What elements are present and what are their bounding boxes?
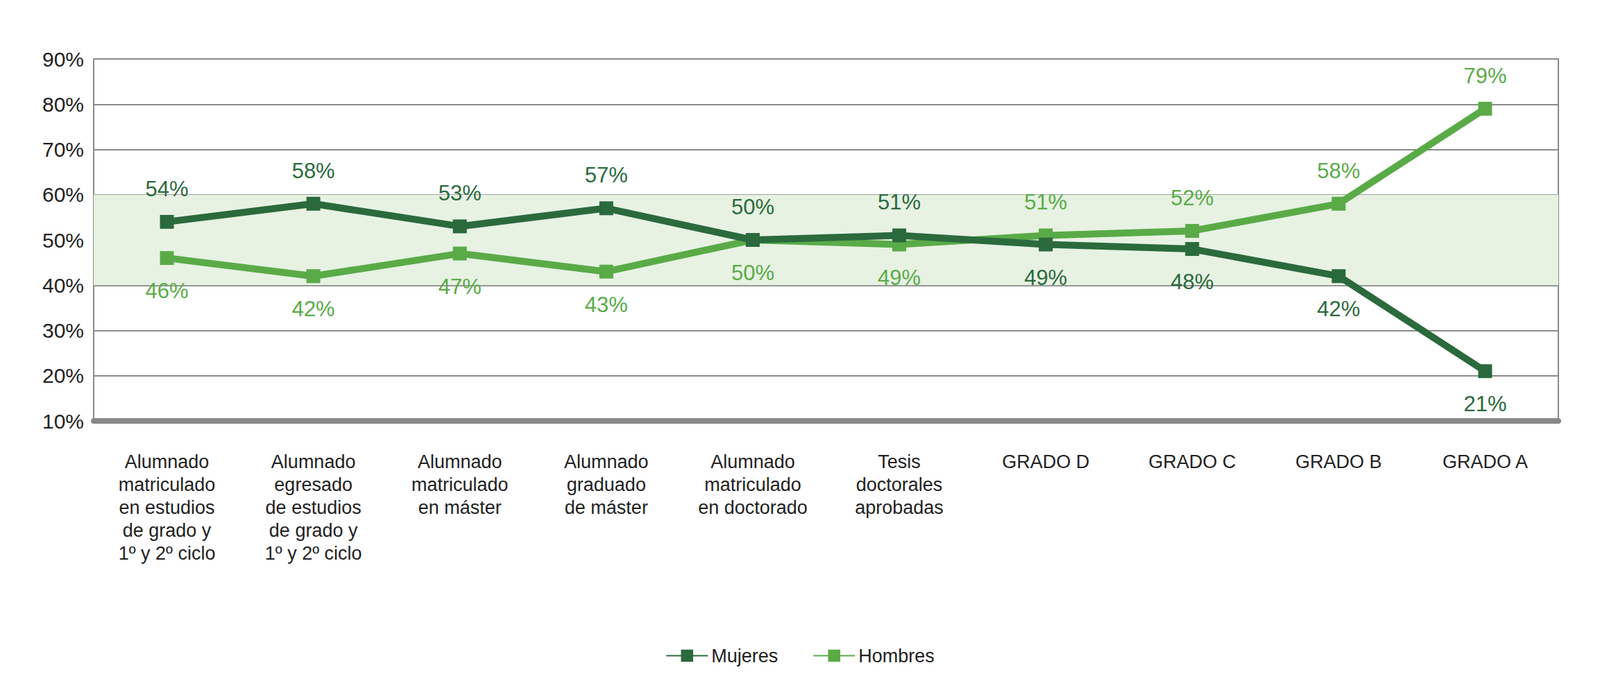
- svg-text:GRADO A: GRADO A: [1442, 451, 1528, 473]
- svg-text:40%: 40%: [42, 274, 84, 297]
- svg-text:46%: 46%: [145, 278, 189, 304]
- svg-text:79%: 79%: [1463, 63, 1507, 89]
- svg-text:GRADO D: GRADO D: [1001, 451, 1090, 473]
- svg-text:1º y 2º ciclo: 1º y 2º ciclo: [118, 543, 216, 565]
- svg-text:doctorales: doctorales: [856, 474, 943, 496]
- svg-text:51%: 51%: [877, 190, 921, 215]
- svg-text:de máster: de máster: [564, 497, 649, 519]
- svg-text:20%: 20%: [42, 364, 84, 388]
- svg-text:52%: 52%: [1170, 185, 1214, 211]
- svg-text:42%: 42%: [1316, 296, 1360, 322]
- svg-text:30%: 30%: [42, 319, 84, 343]
- svg-text:aprobadas: aprobadas: [854, 497, 944, 519]
- svg-text:53%: 53%: [438, 181, 482, 206]
- svg-text:matriculado: matriculado: [411, 474, 509, 496]
- svg-text:10%: 10%: [42, 410, 84, 433]
- svg-text:en doctorado: en doctorado: [698, 497, 808, 519]
- svg-text:57%: 57%: [584, 163, 628, 188]
- svg-text:49%: 49%: [1024, 265, 1068, 291]
- svg-text:de estudios: de estudios: [265, 497, 362, 519]
- svg-text:70%: 70%: [42, 138, 84, 161]
- svg-text:1º y 2º ciclo: 1º y 2º ciclo: [265, 543, 363, 565]
- svg-text:Hombres: Hombres: [858, 645, 935, 667]
- svg-text:matriculado: matriculado: [118, 474, 216, 496]
- svg-text:de grado y: de grado y: [122, 520, 212, 542]
- svg-text:21%: 21%: [1463, 392, 1507, 417]
- svg-text:58%: 58%: [1316, 158, 1360, 184]
- svg-text:50%: 50%: [42, 228, 84, 252]
- svg-text:en máster: en máster: [418, 497, 502, 519]
- svg-text:GRADO C: GRADO C: [1148, 451, 1236, 473]
- svg-text:48%: 48%: [1170, 269, 1214, 295]
- svg-text:Alumnado: Alumnado: [710, 451, 796, 473]
- svg-text:graduado: graduado: [566, 474, 646, 496]
- svg-text:egresado: egresado: [274, 474, 353, 496]
- svg-text:Alumnado: Alumnado: [564, 451, 649, 473]
- svg-text:matriculado: matriculado: [704, 474, 802, 496]
- svg-text:42%: 42%: [292, 296, 336, 322]
- svg-text:GRADO B: GRADO B: [1295, 451, 1383, 473]
- svg-text:Tesis: Tesis: [877, 451, 921, 473]
- svg-text:Alumnado: Alumnado: [124, 451, 210, 473]
- svg-text:Alumnado: Alumnado: [417, 451, 503, 473]
- svg-text:Mujeres: Mujeres: [711, 645, 778, 667]
- svg-text:54%: 54%: [145, 176, 189, 202]
- svg-text:43%: 43%: [584, 292, 628, 318]
- svg-text:80%: 80%: [42, 92, 84, 116]
- svg-text:50%: 50%: [731, 194, 775, 220]
- svg-text:60%: 60%: [42, 183, 84, 207]
- svg-text:de grado y: de grado y: [269, 520, 359, 542]
- svg-text:49%: 49%: [877, 265, 921, 291]
- svg-text:51%: 51%: [1024, 190, 1068, 215]
- svg-text:50%: 50%: [731, 260, 775, 286]
- svg-text:90%: 90%: [42, 47, 84, 71]
- svg-text:47%: 47%: [438, 274, 482, 300]
- svg-text:en estudios: en estudios: [118, 497, 215, 519]
- svg-text:Alumnado: Alumnado: [271, 451, 356, 473]
- svg-text:58%: 58%: [292, 158, 336, 184]
